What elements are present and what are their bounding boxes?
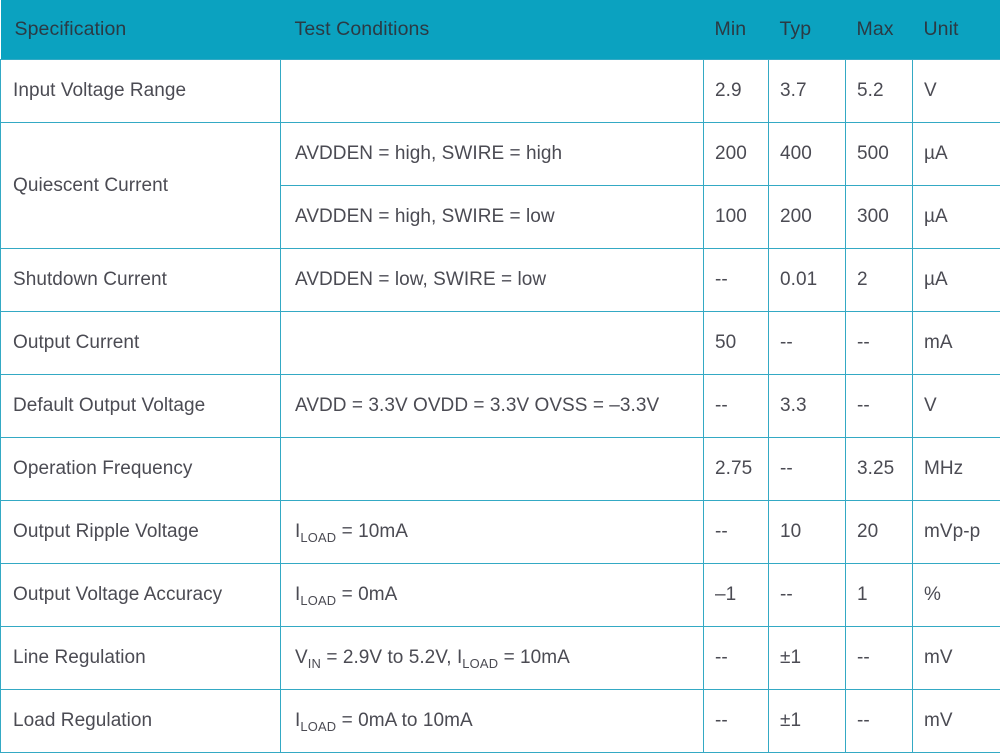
table-row: Output Voltage Accuracy ILOAD = 0mA –1 -- 1% [0,563,1000,627]
table-row: Line Regulation VIN = 2.9V to 5.2V, ILOAD… [0,626,1000,690]
cell-typ: 200 [768,185,846,249]
column-header-unit: Unit [912,0,1000,60]
cell-max: 3.25 [845,437,913,501]
cell-max: -- [845,374,913,438]
cell-unit: V [912,59,1000,123]
table-row: Quiescent Current AVDDEN = high, SWIRE = … [0,122,1000,249]
cell-specification: Default Output Voltage [0,374,281,438]
cell-unit: MHz [912,437,1000,501]
cell-test-condition [280,311,704,375]
cell-unit: µA [912,248,1000,312]
cell-specification: Output Voltage Accuracy [0,563,281,627]
cell-unit: mA [912,311,1000,375]
cell-typ: -- [768,311,846,375]
cell-unit: mV [912,626,1000,690]
column-header-min: Min [703,0,769,60]
cell-unit: mV [912,689,1000,753]
cell-min: -- [703,626,769,690]
column-header-test-conditions: Test Conditions [280,0,704,60]
cell-max: 5.2 [845,59,913,123]
cell-specification: Output Current [0,311,281,375]
cell-unit: V [912,374,1000,438]
cell-typ: ±1 [768,689,846,753]
cell-max: -- [845,689,913,753]
cell-test-condition: ILOAD = 0mA [280,563,704,627]
cell-max: 20 [845,500,913,564]
cell-test-condition: AVDDEN = low, SWIRE = low [280,248,704,312]
table-row: Input Voltage Range 2.9 3.7 5.2 V [0,59,1000,123]
cell-unit: % [912,563,1000,627]
column-header-specification: Specification [0,0,281,60]
cell-max: -- [845,311,913,375]
cell-min: 2.75 [703,437,769,501]
cell-unit: µA [912,122,1000,186]
cell-typ: 3.7 [768,59,846,123]
cell-min: -- [703,374,769,438]
cell-min: -- [703,689,769,753]
cell-typ: ±1 [768,626,846,690]
cell-min: 100 [703,185,769,249]
cell-max: 300 [845,185,913,249]
cell-specification: Line Regulation [0,626,281,690]
cell-test-condition: AVDDEN = high, SWIRE = high [280,122,704,186]
cell-max: 500 [845,122,913,186]
cell-max: 1 [845,563,913,627]
cell-unit: µA [912,185,1000,249]
column-header-typ: Typ [768,0,846,60]
cell-min: 50 [703,311,769,375]
cell-min: -- [703,248,769,312]
cell-test-condition: AVDDEN = high, SWIRE = low [280,185,704,249]
cell-max: -- [845,626,913,690]
column-header-max: Max [845,0,913,60]
cell-unit: mVp-p [912,500,1000,564]
cell-specification: Operation Frequency [0,437,281,501]
table-row: Shutdown Current AVDDEN = low, SWIRE = lo… [0,248,1000,312]
table-row: AVDDEN = high, SWIRE = low 100 200 300 µA [1,185,1000,249]
cell-min: -- [703,500,769,564]
cell-test-condition [280,437,704,501]
table-body: Input Voltage Range 2.9 3.7 5.2 V Quiescent C… [0,59,1000,753]
cell-test-condition: AVDD = 3.3V OVDD = 3.3V OVSS = –3.3V [280,374,704,438]
cell-typ: 400 [768,122,846,186]
cell-specification: Quiescent Current [0,122,281,249]
cell-test-condition: VIN = 2.9V to 5.2V, ILOAD = 10mA [280,626,704,690]
cell-min: 2.9 [703,59,769,123]
cell-min: –1 [703,563,769,627]
table-row: Operation Frequency 2.75 -- 3.25 MHz [0,437,1000,501]
cell-typ: 0.01 [768,248,846,312]
table-row: Default Output Voltage AVDD = 3.3V OVDD =… [0,374,1000,438]
cell-test-condition: ILOAD = 10mA [280,500,704,564]
cell-typ: 3.3 [768,374,846,438]
table-row: Output Current 50 -- -- mA [0,311,1000,375]
cell-typ: 10 [768,500,846,564]
table-row: Output Ripple Voltage ILOAD = 10mA -- 10 20 m… [0,500,1000,564]
header-row: Specification Test Conditions Min Typ Ma… [0,0,1000,60]
table-row: Load Regulation ILOAD = 0mA to 10mA -- ±1 --… [0,689,1000,753]
cell-test-condition: ILOAD = 0mA to 10mA [280,689,704,753]
cell-test-condition [280,59,704,123]
cell-specification: Output Ripple Voltage [0,500,281,564]
table-header: Specification Test Conditions Min Typ Ma… [0,0,1000,60]
cell-min: 200 [703,122,769,186]
cell-max: 2 [845,248,913,312]
cell-specification: Input Voltage Range [0,59,281,123]
cell-typ: -- [768,563,846,627]
cell-specification: Load Regulation [0,689,281,753]
cell-typ: -- [768,437,846,501]
cell-specification: Shutdown Current [0,248,281,312]
